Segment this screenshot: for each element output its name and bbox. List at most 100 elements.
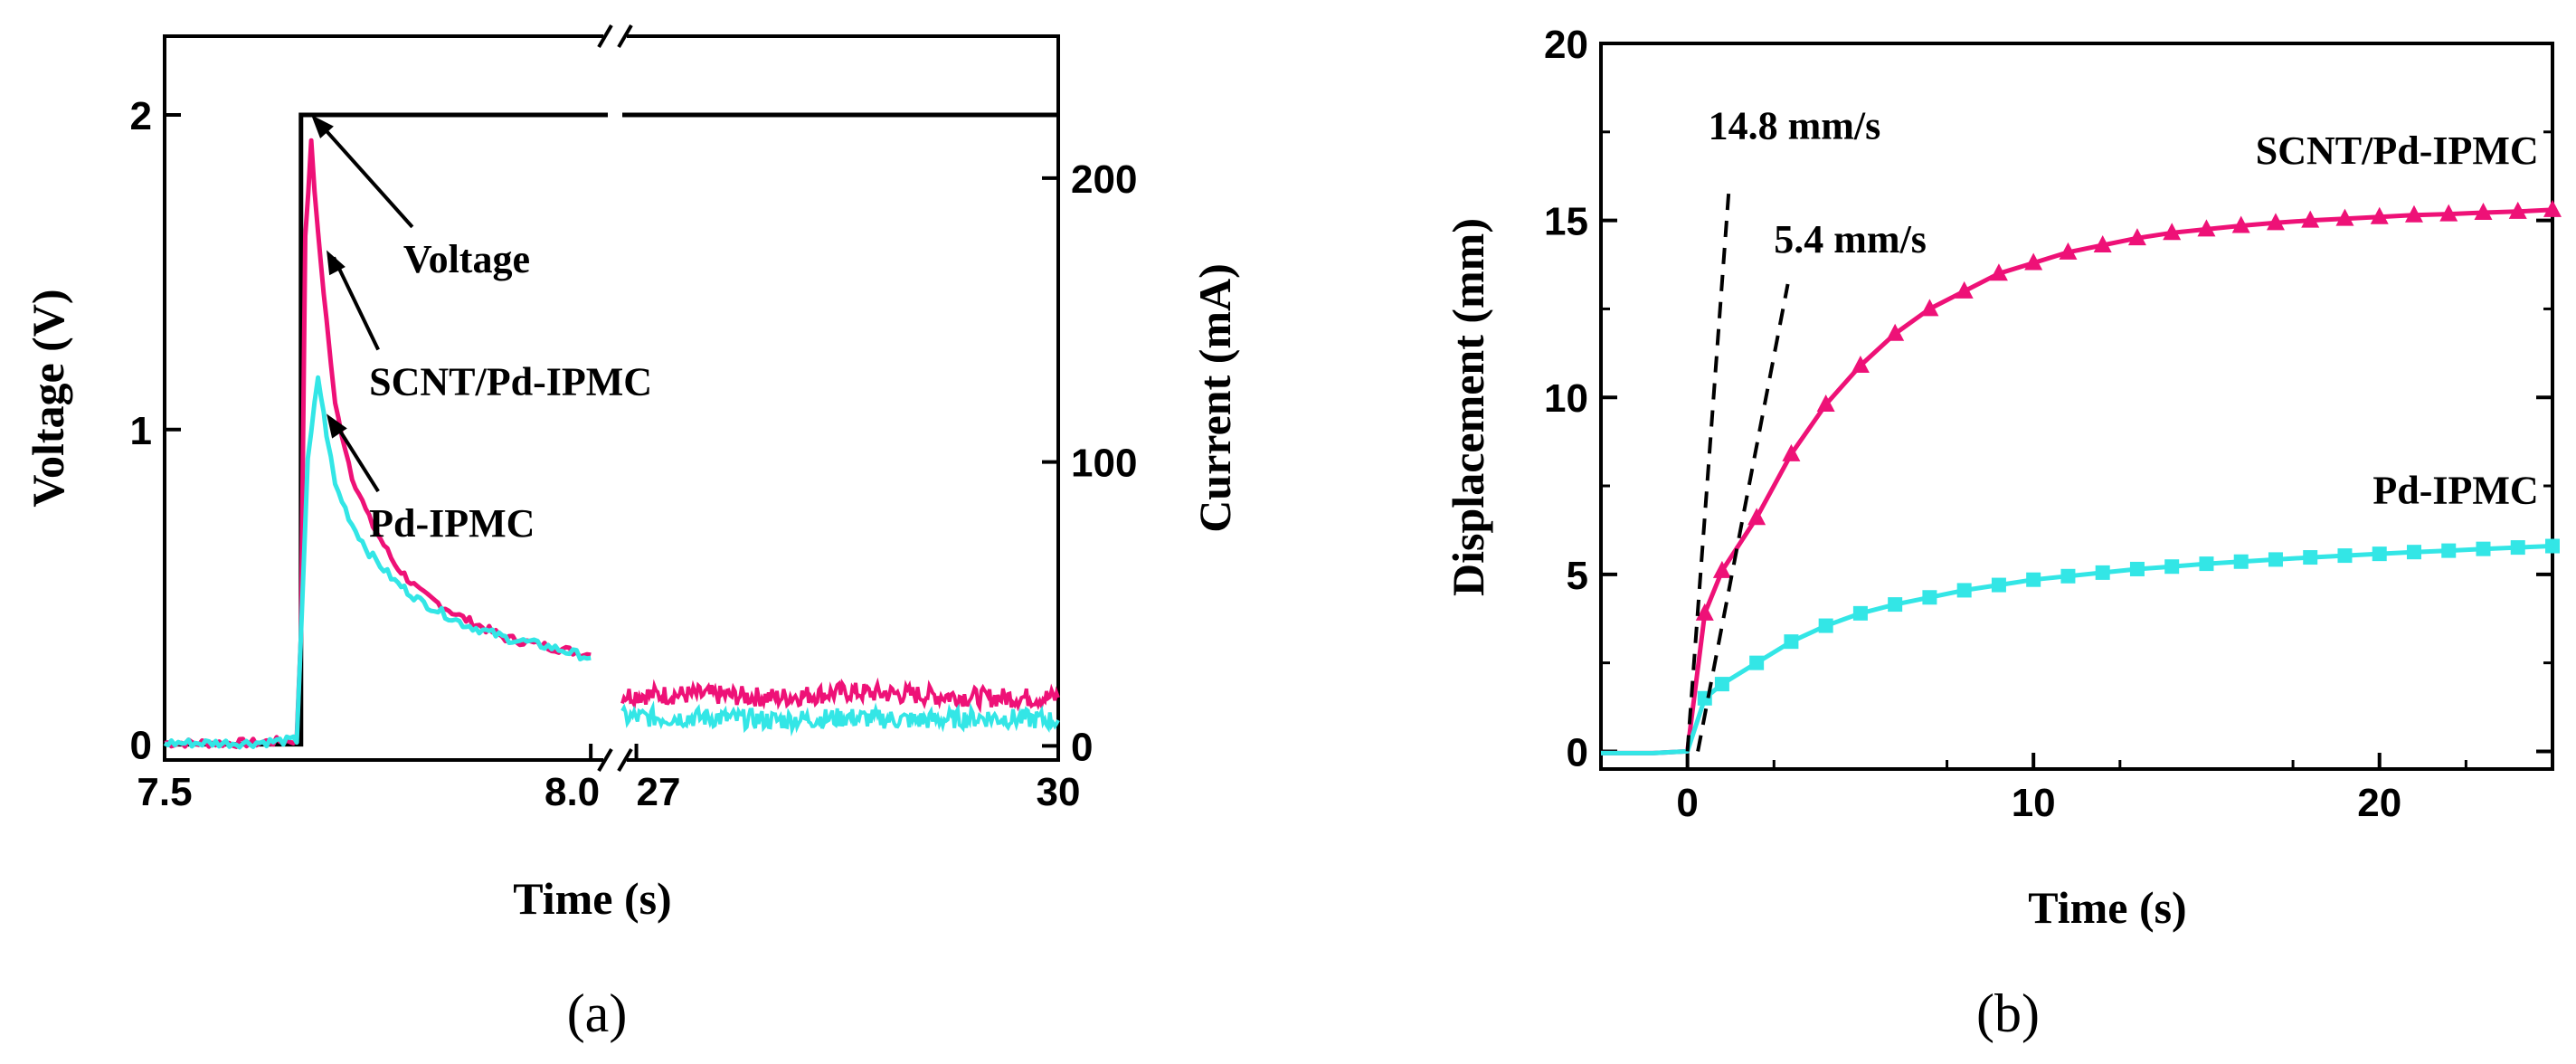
panel-a-ylabel: Voltage (V)	[23, 289, 73, 507]
pd-displacement-marker	[2476, 541, 2491, 556]
annotation-label: 5.4 mm/s	[1774, 217, 1927, 261]
scnt-displacement-marker	[1989, 263, 2008, 281]
pd-displacement-marker	[2268, 552, 2283, 567]
panel-a-label: (a)	[567, 983, 628, 1043]
pd-displacement-marker	[1922, 590, 1937, 605]
annotation-arrow	[332, 420, 380, 493]
panel-b-ylabel: Displacement (mm)	[1443, 218, 1493, 596]
pd-current-line	[620, 700, 1060, 737]
scnt-displacement-marker	[2231, 215, 2250, 233]
pd-current-line	[163, 375, 592, 750]
scnt-displacement-marker	[2404, 204, 2423, 223]
scnt-current-line	[164, 138, 592, 749]
y-tick-label: 1	[130, 409, 152, 453]
scnt-displacement-marker	[2543, 199, 2562, 217]
annotation-arrow	[317, 120, 414, 229]
pd-displacement-marker	[2406, 545, 2421, 560]
x-tick-label: 27	[637, 770, 681, 814]
voltage-line	[165, 112, 608, 747]
x-tick-label: 10	[2012, 781, 2056, 825]
pd-displacement-marker	[2129, 561, 2145, 576]
pd-displacement-marker	[1749, 655, 1765, 670]
pd-displacement-line	[1601, 544, 2553, 755]
panel-a-annotations: Voltage SCNT/Pd-IPMC Pd-IPMC	[311, 114, 652, 546]
x-tick-label: 20	[2357, 781, 2401, 825]
panel-b-ticks: 0 10 20 0 5 10 15 20	[1544, 23, 2552, 825]
annotation-label: SCNT/Pd-IPMC	[369, 360, 652, 404]
pd-displacement-marker	[2060, 568, 2076, 584]
pd-displacement-marker	[2095, 565, 2110, 580]
panel-b-frame	[1599, 42, 2554, 771]
y-tick-label: 0	[130, 724, 152, 768]
annotation-label: 14.8 mm/s	[1709, 104, 1881, 148]
scnt-displacement-marker	[2127, 228, 2146, 246]
scnt-displacement-marker	[2370, 206, 2389, 224]
scnt-displacement-marker	[1747, 508, 1766, 526]
scnt-displacement-marker	[2335, 208, 2354, 226]
y-tick-label: 0	[1567, 730, 1588, 774]
axis-break-symbol-top	[597, 24, 633, 49]
annotation-arrowhead	[327, 413, 347, 439]
pd-displacement-marker	[1888, 597, 1903, 613]
pd-displacement-marker	[2233, 554, 2249, 569]
panel-a-ylabel-right: Current (mA)	[1189, 263, 1240, 533]
annotation-label: Pd-IPMC	[2372, 469, 2538, 513]
pd-displacement-marker	[1714, 677, 1729, 692]
pd-displacement-marker	[2372, 546, 2387, 562]
pd-displacement-marker	[1818, 618, 1833, 633]
y-right-tick-label: 100	[1071, 442, 1137, 486]
scnt-displacement-marker	[2301, 210, 2320, 228]
scnt-current-line	[620, 677, 1060, 714]
scnt-displacement-marker	[2163, 223, 2182, 241]
scnt-displacement-marker	[1920, 299, 1939, 317]
slope-line	[1696, 283, 1790, 752]
scnt-displacement-marker	[2266, 213, 2285, 231]
scnt-displacement-marker	[2508, 201, 2527, 219]
scnt-displacement-marker	[2474, 203, 2493, 221]
panel-b-series	[1601, 188, 2562, 755]
panel-b-xlabel: Time (s)	[2028, 882, 2186, 933]
pd-displacement-marker	[2337, 548, 2353, 564]
scnt-displacement-marker	[2059, 242, 2078, 260]
x-tick-label: 30	[1037, 770, 1081, 814]
pd-displacement-marker	[2441, 543, 2457, 558]
scnt-displacement-marker	[1816, 394, 1835, 413]
axis-break-symbol-bottom	[597, 747, 633, 773]
panel-b-annotations: 14.8 mm/s 5.4 mm/s SCNT/Pd-IPMC Pd-IPMC	[1709, 104, 2539, 513]
panel-b: 0 10 20 0 5 10 15 20 14.8 mm/s 5.4 mm/s SCNT/Pd-I…	[1443, 23, 2562, 1043]
scnt-displacement-marker	[1695, 603, 1714, 621]
y-right-tick-label: 0	[1071, 725, 1093, 769]
pd-displacement-marker	[2164, 559, 2180, 575]
slope-line	[1685, 188, 1731, 752]
x-tick-label: 8.0	[545, 770, 600, 814]
scnt-displacement-marker	[1712, 560, 1731, 578]
pd-displacement-marker	[1852, 605, 1868, 621]
annotation-arrow	[332, 256, 380, 351]
x-tick-label: 7.5	[137, 770, 192, 814]
panel-b-label: (b)	[1976, 983, 2040, 1043]
panel-a-xlabel: Time (s)	[513, 873, 671, 924]
annotation-arrowhead	[311, 114, 334, 138]
y-tick-label: 2	[130, 94, 152, 138]
y-tick-label: 10	[1544, 376, 1588, 421]
y-tick-label: 5	[1567, 554, 1588, 598]
pd-displacement-marker	[1784, 634, 1799, 650]
y-tick-label: 15	[1544, 200, 1588, 244]
scnt-displacement-marker	[1851, 356, 1870, 374]
y-tick-label: 20	[1544, 23, 1588, 67]
pd-displacement-marker	[1956, 583, 1972, 598]
scnt-displacement-marker	[2197, 219, 2216, 237]
scnt-displacement-marker	[2439, 204, 2458, 222]
pd-displacement-marker	[2026, 572, 2041, 587]
annotation-arrowhead	[327, 250, 346, 276]
pd-displacement-marker	[2510, 540, 2525, 556]
scnt-displacement-marker	[1955, 280, 1974, 299]
pd-displacement-marker	[2303, 550, 2318, 565]
annotation-label: Voltage	[403, 237, 530, 281]
scnt-displacement-marker	[1782, 443, 1801, 461]
scnt-displacement-marker	[2093, 234, 2112, 252]
annotation-label: SCNT/Pd-IPMC	[2256, 128, 2539, 173]
